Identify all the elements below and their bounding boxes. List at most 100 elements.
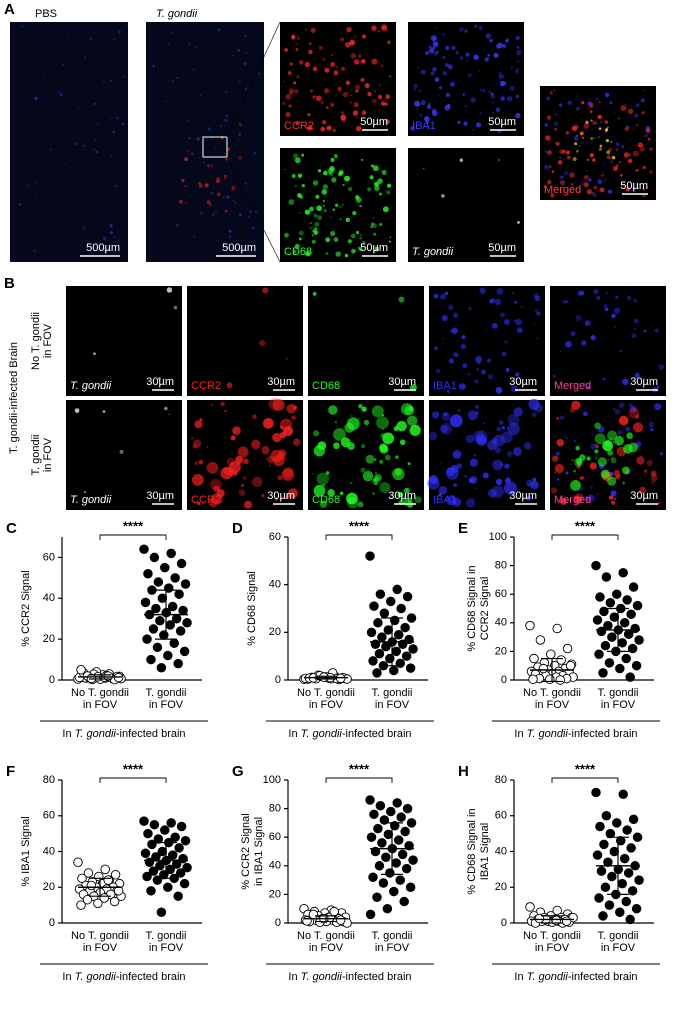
signal: [487, 440, 498, 451]
signal: [611, 313, 616, 319]
signal: [474, 379, 479, 384]
signal: [204, 184, 206, 187]
signal: [559, 156, 561, 159]
signal: [93, 102, 97, 106]
signal: [553, 89, 556, 92]
data-point: [93, 898, 103, 909]
data-point: [152, 642, 163, 653]
signal: [559, 149, 564, 154]
y-tick-label: 40: [43, 845, 55, 857]
group-label-part: -infected brain: [116, 971, 186, 983]
data-point: [619, 853, 630, 864]
signal: [110, 154, 113, 157]
signal: [458, 383, 466, 390]
signal: [371, 98, 377, 104]
signal: [155, 35, 157, 37]
signal: [614, 307, 620, 314]
signal: [374, 90, 376, 93]
signal: [323, 170, 328, 176]
signal: [586, 170, 588, 172]
signal: [300, 195, 304, 199]
data-point: [335, 673, 346, 684]
signal: [656, 385, 660, 389]
signal: [473, 54, 479, 61]
signal: [476, 368, 479, 371]
signal: [198, 184, 203, 188]
signal: [444, 291, 449, 295]
data-point: [617, 638, 628, 648]
signal: [373, 480, 379, 486]
signal: [603, 163, 606, 166]
signal: [95, 31, 98, 33]
data-point: [103, 671, 113, 681]
signal: [344, 175, 351, 182]
signal: [573, 495, 583, 504]
signal: [369, 175, 374, 180]
signal: [325, 106, 329, 109]
signal: [370, 222, 375, 226]
signal: [365, 454, 375, 464]
signal: [500, 96, 506, 101]
data-point: [308, 909, 319, 920]
signal: [183, 157, 187, 161]
signal: [590, 443, 597, 450]
signal: [611, 500, 616, 505]
x-tick-label: T. gondii: [598, 687, 639, 699]
signal: [495, 478, 503, 486]
signal: [498, 73, 504, 79]
signal: [478, 70, 481, 73]
signal: [57, 90, 60, 93]
data-point: [386, 806, 396, 817]
signal: [289, 91, 293, 95]
signal: [633, 422, 644, 433]
signal: [581, 182, 584, 186]
data-point: [625, 914, 635, 925]
signal: [441, 194, 445, 198]
signal: [449, 81, 455, 87]
y-axis-label: % CD68 Signal in: [466, 808, 478, 894]
y-tick-label: 0: [275, 917, 281, 929]
signal: [532, 477, 537, 482]
signal: [526, 495, 532, 501]
data-point: [402, 591, 413, 602]
signal: [228, 235, 232, 239]
data-point: [171, 859, 182, 869]
signal: [225, 233, 227, 236]
signal: [626, 432, 633, 440]
signal: [610, 156, 612, 159]
panel-letter: F: [6, 763, 15, 780]
signal: [358, 90, 360, 92]
y-tick-label: 20: [43, 633, 55, 645]
signal: [320, 126, 326, 132]
signal: [586, 158, 589, 161]
signal: [427, 477, 440, 490]
data-point: [375, 800, 386, 811]
signal: [413, 83, 418, 88]
signal: [617, 117, 620, 120]
signal: [376, 416, 389, 430]
signal: [479, 89, 482, 91]
y-axis-label: in IBA1 Signal: [253, 817, 265, 886]
signal: [581, 340, 587, 346]
signal: [262, 287, 269, 294]
signal: [298, 60, 304, 65]
signal: [358, 54, 362, 58]
signal: [232, 199, 235, 202]
signal: [292, 438, 301, 447]
signal: [102, 410, 106, 413]
signal: [288, 87, 295, 94]
signal: [340, 114, 346, 121]
data-point: [401, 651, 412, 661]
signal: [576, 135, 578, 137]
data-point: [173, 891, 183, 901]
y-tick-label: 0: [275, 674, 281, 686]
signal: [501, 431, 513, 444]
signal: [521, 306, 523, 308]
signal: [237, 65, 239, 67]
signal: [285, 494, 290, 500]
signal: [254, 38, 256, 40]
signal: [635, 103, 640, 108]
signal: [487, 488, 498, 498]
signal: [602, 440, 613, 452]
data-point: [153, 577, 164, 587]
